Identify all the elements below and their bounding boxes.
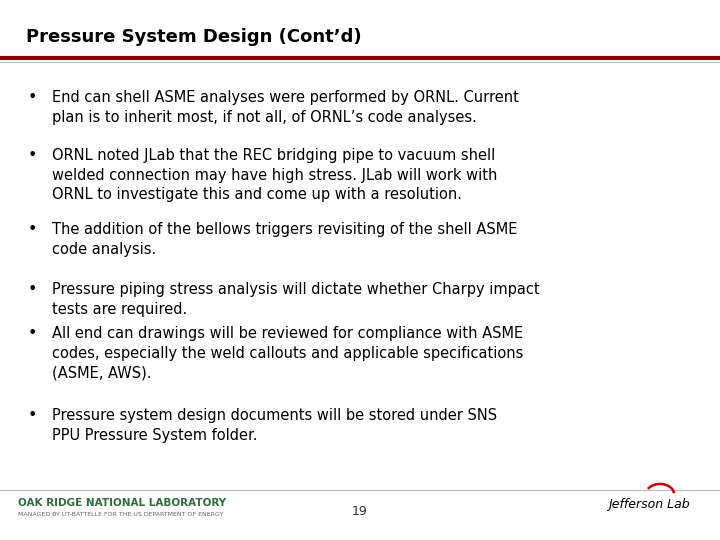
Text: •: • [27,326,37,341]
Text: Pressure system design documents will be stored under SNS
PPU Pressure System fo: Pressure system design documents will be… [52,408,497,443]
Text: OAK RIDGE NATIONAL LABORATORY: OAK RIDGE NATIONAL LABORATORY [18,498,226,508]
Text: 19: 19 [352,505,368,518]
Text: •: • [27,408,37,423]
Text: •: • [27,148,37,163]
Text: The addition of the bellows triggers revisiting of the shell ASME
code analysis.: The addition of the bellows triggers rev… [52,222,517,256]
Text: Jefferson Lab: Jefferson Lab [608,498,690,511]
Text: MANAGED BY UT-BATTELLE FOR THE US DEPARTMENT OF ENERGY: MANAGED BY UT-BATTELLE FOR THE US DEPART… [18,512,223,517]
Text: Pressure piping stress analysis will dictate whether Charpy impact
tests are req: Pressure piping stress analysis will dic… [52,282,539,316]
Text: End can shell ASME analyses were performed by ORNL. Current
plan is to inherit m: End can shell ASME analyses were perform… [52,90,518,125]
Text: Pressure System Design (Cont’d): Pressure System Design (Cont’d) [26,28,361,46]
Text: •: • [27,282,37,297]
Text: ORNL noted JLab that the REC bridging pipe to vacuum shell
welded connection may: ORNL noted JLab that the REC bridging pi… [52,148,498,202]
Text: •: • [27,222,37,237]
Text: All end can drawings will be reviewed for compliance with ASME
codes, especially: All end can drawings will be reviewed fo… [52,326,523,380]
Text: •: • [27,90,37,105]
